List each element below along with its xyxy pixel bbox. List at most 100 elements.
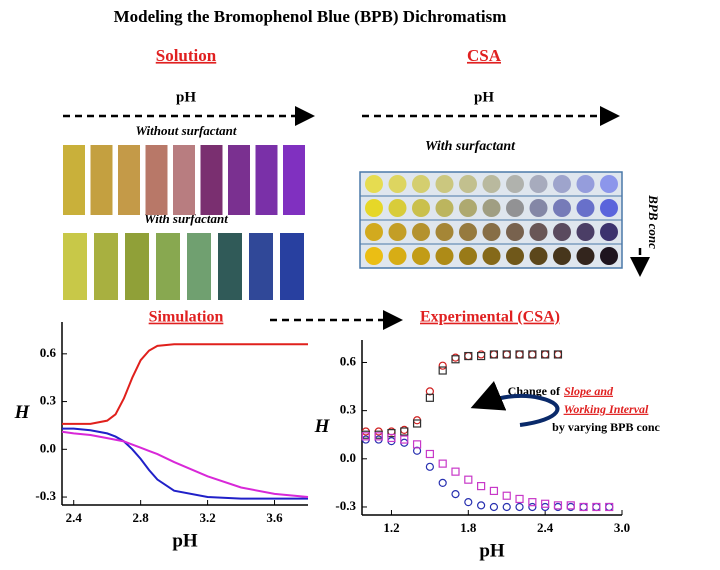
well (482, 247, 501, 265)
point (451, 467, 460, 476)
point (515, 502, 524, 512)
label: Without surfactant (135, 123, 236, 138)
well (412, 247, 430, 265)
point (541, 350, 550, 359)
point (515, 350, 524, 359)
point (553, 350, 563, 359)
point (528, 350, 537, 359)
point (592, 502, 601, 512)
well (553, 199, 571, 217)
point (361, 432, 370, 441)
point (528, 498, 537, 507)
point (541, 499, 550, 508)
well (435, 175, 454, 193)
well (412, 223, 430, 241)
well (388, 175, 407, 193)
point (374, 432, 383, 441)
annotation: Working Interval (564, 402, 649, 416)
strip (218, 233, 242, 300)
well (459, 199, 477, 217)
series-line (62, 343, 308, 425)
strip (63, 145, 85, 215)
well (412, 175, 430, 193)
y-tick-label: -0.3 (35, 488, 56, 503)
y-tick-label: 0.3 (40, 393, 57, 408)
y-axis-label: H (314, 416, 331, 437)
well (412, 199, 430, 217)
x-tick-label: 2.8 (133, 510, 150, 525)
well (365, 199, 383, 217)
label: With surfactant (425, 139, 516, 154)
x-tick-label: 2.4 (537, 520, 554, 535)
point (412, 419, 422, 428)
csa-heading: CSA (467, 46, 502, 65)
point (438, 366, 447, 375)
strip (200, 145, 223, 215)
point (438, 459, 447, 468)
well (435, 247, 454, 265)
y-tick-label: 0.0 (340, 450, 356, 465)
photos (63, 145, 623, 300)
y-tick-label: 0.3 (340, 402, 357, 417)
chart-title: Simulation (149, 309, 224, 326)
y-tick-label: -0.3 (335, 498, 356, 513)
point (464, 475, 473, 484)
point (489, 502, 499, 512)
point (502, 350, 511, 359)
series-line (61, 430, 309, 499)
point (438, 478, 447, 487)
point (387, 433, 396, 443)
point (451, 490, 460, 499)
point (464, 498, 473, 507)
point (592, 502, 601, 512)
well (506, 247, 524, 265)
point (566, 501, 575, 510)
well (365, 223, 383, 241)
point (515, 494, 524, 504)
point (541, 350, 550, 359)
strip (228, 145, 250, 215)
well (388, 223, 407, 241)
point (464, 351, 473, 361)
annotation: Slope and (564, 384, 614, 398)
point (489, 350, 499, 359)
well (576, 175, 595, 193)
point (477, 501, 486, 510)
well (553, 223, 571, 241)
point (605, 502, 614, 512)
x-tick-label: 2.4 (66, 510, 83, 525)
point (528, 502, 537, 512)
strip (255, 145, 278, 215)
ph-label: pH (176, 89, 196, 105)
y-tick-label: 0.0 (40, 440, 56, 455)
x-tick-label: 3.2 (199, 510, 215, 525)
x-tick-label: 1.2 (383, 520, 399, 535)
strip (187, 233, 211, 300)
well (553, 175, 571, 193)
point (605, 502, 614, 512)
point (400, 435, 409, 444)
strip (283, 145, 305, 215)
y-tick-label: 0.6 (340, 353, 357, 368)
well (600, 199, 618, 217)
point (502, 502, 511, 512)
x-axis-label: pH (172, 530, 198, 551)
point (528, 350, 537, 359)
y-tick-label: 0.6 (40, 345, 57, 360)
point (425, 393, 434, 402)
point (515, 350, 524, 359)
title: Modeling the Bromophenol Blue (BPB) Dich… (114, 7, 507, 26)
strip (125, 233, 149, 300)
ph-label: pH (474, 89, 494, 105)
point (387, 429, 396, 438)
x-tick-label: 1.8 (460, 520, 477, 535)
point (425, 449, 434, 459)
annotation-arrow (470, 381, 560, 427)
x-tick-label: 3.0 (614, 520, 630, 535)
strip (63, 233, 87, 300)
well (506, 175, 524, 193)
strip (94, 233, 118, 300)
well (506, 199, 524, 217)
point (579, 502, 588, 512)
